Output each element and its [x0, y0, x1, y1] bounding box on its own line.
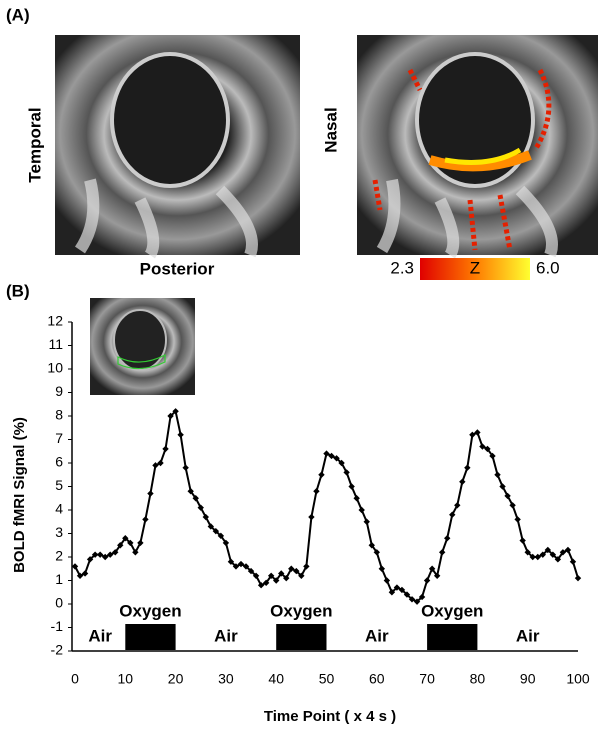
side-label: Temporal [25, 107, 44, 182]
y-tick-label: 10 [47, 360, 63, 376]
data-point [318, 472, 324, 478]
x-axis-title: Time Point ( x 4 s ) [264, 708, 396, 725]
block-label: Oxygen [270, 601, 332, 620]
gap-label: Air [214, 626, 238, 645]
y-tick-label: 8 [55, 407, 63, 423]
condition-block [125, 624, 175, 650]
data-point [313, 488, 319, 494]
y-tick-label: 6 [55, 454, 63, 470]
data-point [353, 495, 359, 501]
data-point [575, 575, 581, 581]
bottom-label: Posterior [140, 259, 215, 278]
data-point [142, 516, 148, 522]
panel-label: (B) [6, 281, 30, 300]
y-tick-label: 3 [55, 524, 63, 540]
y-tick-label: 4 [55, 501, 63, 517]
data-point [147, 490, 153, 496]
data-point [182, 465, 188, 471]
data-point [494, 472, 500, 478]
y-tick-label: 5 [55, 477, 63, 493]
side-label: Nasal [321, 107, 340, 152]
y-tick-label: 1 [55, 571, 63, 587]
data-line [75, 411, 578, 601]
y-tick-label: -2 [51, 642, 64, 658]
block-label: Oxygen [421, 601, 483, 620]
x-tick-label: 70 [419, 671, 435, 687]
x-tick-label: 50 [319, 671, 335, 687]
x-tick-label: 60 [369, 671, 385, 687]
x-tick-label: 40 [268, 671, 284, 687]
block-label: Oxygen [119, 601, 181, 620]
data-point [439, 549, 445, 555]
gap-label: Air [365, 626, 389, 645]
mri-left [55, 35, 300, 255]
colorbar-max: 6.0 [536, 258, 560, 277]
data-point [570, 559, 576, 565]
data-point [177, 432, 183, 438]
condition-block [276, 624, 326, 650]
inset-mri [90, 298, 195, 395]
mri-right [357, 35, 598, 255]
colorbar-min: 2.3 [390, 258, 414, 277]
y-tick-label: -1 [51, 618, 64, 634]
y-tick-label: 12 [47, 313, 63, 329]
data-point [444, 535, 450, 541]
gap-label: Air [516, 626, 540, 645]
y-tick-label: 7 [55, 430, 63, 446]
x-tick-label: 10 [118, 671, 134, 687]
data-point [364, 519, 370, 525]
data-point [519, 537, 525, 543]
x-tick-label: 0 [71, 671, 79, 687]
x-tick-label: 20 [168, 671, 184, 687]
colorbar-title: Z [470, 258, 480, 277]
data-point [464, 465, 470, 471]
y-axis-title: BOLD fMRI Signal (%) [11, 417, 28, 573]
figure: (A) Temporal Posterior Nasal 2.3 Z 6.0 (… [0, 0, 600, 728]
x-tick-label: 30 [218, 671, 234, 687]
data-point [162, 446, 168, 452]
y-tick-label: 9 [55, 383, 63, 399]
y-tick-label: 11 [48, 336, 63, 352]
condition-block [427, 624, 477, 650]
data-point [424, 577, 430, 583]
data-point [379, 566, 385, 572]
data-point [359, 507, 365, 513]
x-tick-label: 80 [470, 671, 486, 687]
data-point [308, 514, 314, 520]
gap-label: Air [88, 626, 112, 645]
panel-label: (A) [6, 5, 30, 24]
y-tick-label: 2 [55, 548, 63, 564]
data-point [384, 577, 390, 583]
y-tick-label: 0 [55, 595, 63, 611]
x-tick-label: 90 [520, 671, 536, 687]
data-point [514, 516, 520, 522]
data-point [459, 479, 465, 485]
data-point [348, 483, 354, 489]
x-tick-label: 100 [566, 671, 590, 687]
